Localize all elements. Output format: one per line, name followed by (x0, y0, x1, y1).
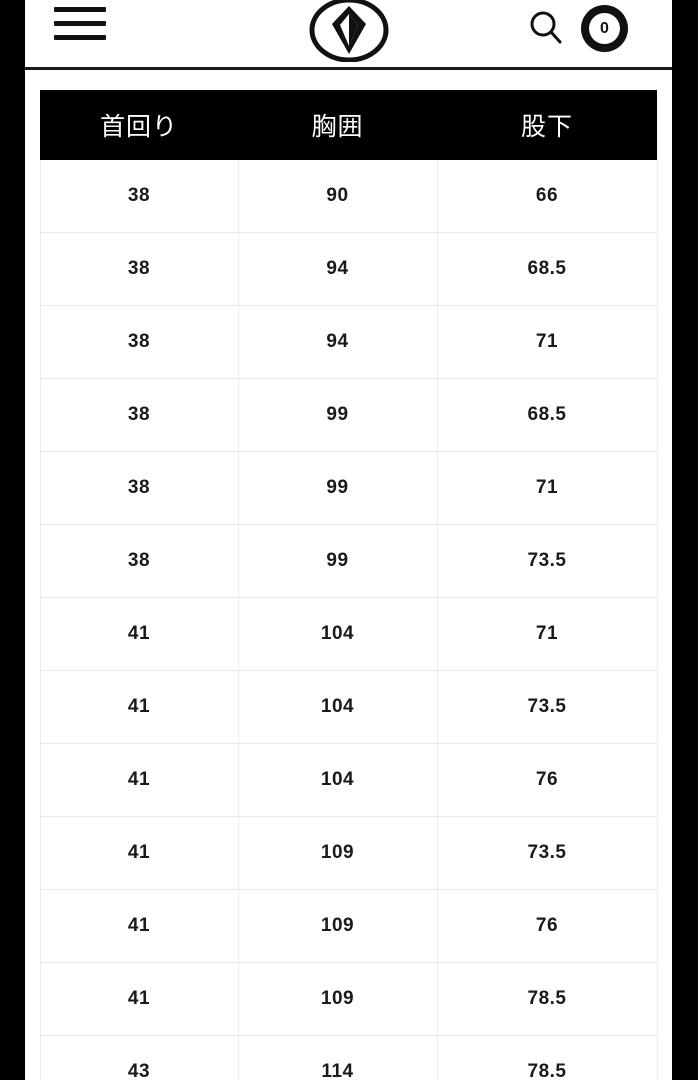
table-row: 41 109 73.5 (39, 816, 658, 890)
cell-neck: 41 (39, 597, 238, 671)
main-content: 首回り 胸囲 股下 38 90 66 38 94 68.5 38 94 71 38 99 68.5 38… (25, 70, 672, 1080)
cell-inseam: 71 (436, 305, 658, 379)
cell-inseam: 68.5 (436, 378, 658, 452)
cell-inseam: 71 (436, 597, 658, 671)
hamburger-bar (54, 21, 106, 26)
cell-chest: 99 (237, 524, 437, 598)
cell-inseam: 76 (436, 889, 658, 963)
cell-inseam: 71 (436, 451, 658, 525)
cell-neck: 41 (39, 743, 238, 817)
hamburger-bar (54, 35, 106, 40)
cell-inseam: 73.5 (436, 816, 658, 890)
cart-badge: 0 (589, 13, 620, 44)
cell-chest: 104 (237, 597, 437, 671)
cell-neck: 38 (39, 305, 238, 379)
hamburger-menu-icon[interactable] (54, 7, 106, 40)
cell-chest: 94 (237, 305, 437, 379)
cell-chest: 90 (237, 160, 437, 233)
cell-chest: 99 (237, 378, 437, 452)
cell-chest: 109 (237, 816, 437, 890)
table-row: 38 99 68.5 (39, 378, 658, 452)
cell-neck: 41 (39, 670, 238, 744)
table-row: 38 94 71 (39, 305, 658, 379)
table-row: 38 90 66 (39, 160, 658, 233)
table-header-row: 首回り 胸囲 股下 (40, 90, 657, 160)
cell-neck: 43 (39, 1035, 238, 1080)
cell-inseam: 73.5 (436, 524, 658, 598)
table-row: 43 114 78.5 (39, 1035, 658, 1080)
site-header: 0 (25, 0, 672, 70)
cell-chest: 114 (237, 1035, 437, 1080)
table-row: 41 104 76 (39, 743, 658, 817)
cell-inseam: 78.5 (436, 1035, 658, 1080)
search-icon-svg (530, 11, 562, 44)
cell-inseam: 76 (436, 743, 658, 817)
table-row: 38 99 71 (39, 451, 658, 525)
cell-chest: 104 (237, 670, 437, 744)
hamburger-bar (54, 7, 106, 12)
volcom-stone-logo-svg (309, 0, 388, 62)
cell-neck: 41 (39, 816, 238, 890)
table-row: 41 109 78.5 (39, 962, 658, 1036)
cell-chest: 99 (237, 451, 437, 525)
cell-neck: 38 (39, 524, 238, 598)
cell-inseam: 68.5 (436, 232, 658, 306)
cell-neck: 41 (39, 889, 238, 963)
cell-neck: 38 (39, 451, 238, 525)
cell-chest: 94 (237, 232, 437, 306)
table-body: 38 90 66 38 94 68.5 38 94 71 38 99 68.5 38 99 71 38 99 73… (39, 160, 658, 1080)
column-header-inseam: 股下 (437, 90, 657, 160)
table-row: 41 109 76 (39, 889, 658, 963)
cell-chest: 109 (237, 962, 437, 1036)
cell-chest: 109 (237, 889, 437, 963)
cell-neck: 38 (39, 378, 238, 452)
cart-icon[interactable]: 0 (581, 5, 628, 52)
table-row: 41 104 71 (39, 597, 658, 671)
volcom-stone-logo[interactable] (301, 0, 397, 65)
page-viewport: 0 首回り 胸囲 股下 38 90 66 38 94 68 (25, 0, 672, 1080)
cell-chest: 104 (237, 743, 437, 817)
column-header-neck: 首回り (40, 90, 238, 160)
cell-inseam: 78.5 (436, 962, 658, 1036)
cell-neck: 41 (39, 962, 238, 1036)
table-head: 首回り 胸囲 股下 (40, 90, 657, 160)
table-row: 41 104 73.5 (39, 670, 658, 744)
cell-neck: 38 (39, 232, 238, 306)
cell-neck: 38 (39, 160, 238, 233)
table-row: 38 94 68.5 (39, 232, 658, 306)
column-header-chest: 胸囲 (238, 90, 437, 160)
cell-inseam: 66 (436, 160, 658, 233)
cell-inseam: 73.5 (436, 670, 658, 744)
table-row: 38 99 73.5 (39, 524, 658, 598)
search-icon[interactable] (526, 8, 566, 48)
cart-count: 0 (600, 19, 609, 37)
size-chart-table: 首回り 胸囲 股下 38 90 66 38 94 68.5 38 94 71 38 99 68.5 38… (39, 90, 658, 1080)
